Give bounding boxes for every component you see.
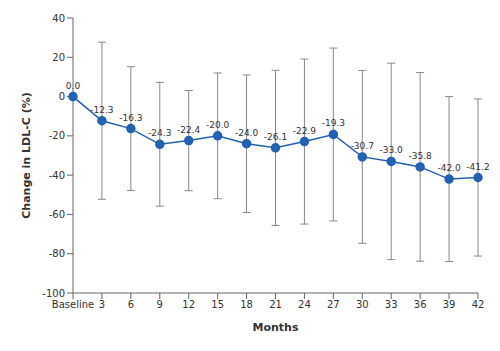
svg-text:-20.0: -20.0	[206, 120, 230, 130]
svg-text:-12.3: -12.3	[90, 105, 113, 115]
svg-text:21: 21	[269, 299, 282, 310]
svg-text:0: 0	[59, 91, 65, 102]
svg-text:-35.8: -35.8	[408, 151, 432, 161]
svg-text:12: 12	[182, 299, 195, 310]
svg-text:20: 20	[52, 52, 65, 63]
svg-text:Months: Months	[253, 321, 299, 334]
svg-text:-33.0: -33.0	[380, 145, 404, 155]
svg-text:-42.0: -42.0	[437, 163, 461, 173]
svg-text:27: 27	[327, 299, 340, 310]
svg-text:Baseline: Baseline	[52, 299, 94, 310]
svg-text:39: 39	[443, 299, 456, 310]
svg-text:-80: -80	[49, 248, 65, 259]
svg-text:15: 15	[211, 299, 224, 310]
svg-text:-24.0: -24.0	[235, 128, 259, 138]
svg-text:18: 18	[240, 299, 253, 310]
svg-text:-60: -60	[49, 209, 65, 220]
svg-text:-16.3: -16.3	[119, 113, 142, 123]
svg-text:-100: -100	[42, 288, 65, 299]
svg-text:36: 36	[414, 299, 427, 310]
svg-text:9: 9	[157, 299, 163, 310]
svg-text:-22.4: -22.4	[177, 125, 201, 135]
svg-text:40: 40	[52, 13, 65, 24]
svg-text:-20: -20	[49, 130, 65, 141]
svg-text:-22.9: -22.9	[293, 126, 317, 136]
svg-text:0.0: 0.0	[66, 81, 81, 91]
svg-text:33: 33	[385, 299, 398, 310]
svg-text:3: 3	[99, 299, 105, 310]
svg-text:30: 30	[356, 299, 369, 310]
svg-text:-40: -40	[49, 170, 65, 181]
svg-text:Change in LDL-C (%): Change in LDL-C (%)	[20, 92, 33, 218]
svg-text:-24.3: -24.3	[148, 128, 171, 138]
svg-text:-26.1: -26.1	[264, 132, 287, 142]
svg-text:-30.7: -30.7	[351, 141, 374, 151]
svg-text:6: 6	[128, 299, 134, 310]
svg-text:24: 24	[298, 299, 311, 310]
svg-text:-41.2: -41.2	[466, 162, 489, 172]
svg-text:42: 42	[472, 299, 485, 310]
svg-text:-19.3: -19.3	[322, 118, 345, 128]
